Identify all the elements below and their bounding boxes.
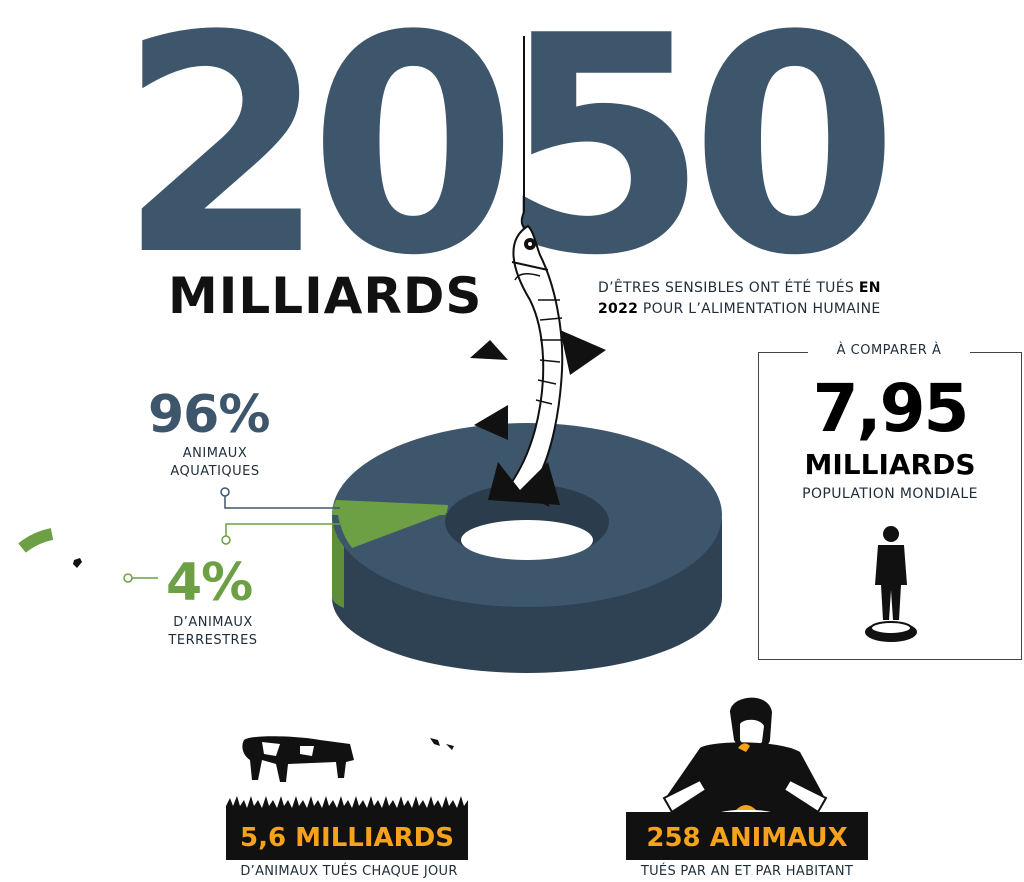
aquatic-percent: 96% [148, 385, 270, 445]
subtitle-bold-en: EN [858, 280, 881, 296]
headline-subtitle: D’ÊTRES SENSIBLES ONT ÉTÉ TUÉS EN 2022 P… [598, 278, 938, 320]
aquatic-label: ANIMAUX AQUATIQUES [170, 446, 260, 479]
headline-number: 2050 [118, 22, 899, 272]
grass-icon [226, 796, 468, 816]
leader-lines [123, 487, 340, 583]
donut-chart [332, 423, 722, 673]
compare-heading: À COMPARER À [808, 343, 970, 358]
donut-hole [461, 520, 593, 560]
terrestrial-percent: 4% [166, 553, 253, 613]
daily-kill-caption: D’ANIMAUX TUÉS CHAQUE JOUR [240, 864, 458, 879]
subtitle-part1: D’ÊTRES SENSIBLES ONT ÉTÉ TUÉS [598, 280, 859, 296]
person-eating-icon [626, 697, 868, 820]
fish-on-hook-icon [470, 224, 606, 507]
small-cow-icon [73, 558, 82, 568]
human-figure-icon [865, 526, 917, 642]
population-number: 7,95 [812, 370, 970, 447]
donut-green-wedge [336, 500, 448, 548]
cow-icon [242, 736, 454, 782]
daily-kill-band: 5,6 MILLIARDS [226, 816, 468, 860]
subtitle-bold-year: 2022 [598, 301, 639, 317]
terrestrial-label: D’ANIMAUX TERRESTRES [168, 615, 258, 648]
headline-unit: MILLIARDS [168, 267, 483, 325]
per-person-caption: TUÉS PAR AN ET PAR HABITANT [640, 864, 854, 879]
population-unit: MILLIARDS [804, 448, 976, 481]
subtitle-part2: POUR L’ALIMENTATION HUMAINE [638, 301, 881, 317]
small-green-arc [18, 528, 54, 553]
population-label: POPULATION MONDIALE [802, 486, 978, 502]
per-person-band: 258 ANIMAUX [626, 816, 868, 860]
